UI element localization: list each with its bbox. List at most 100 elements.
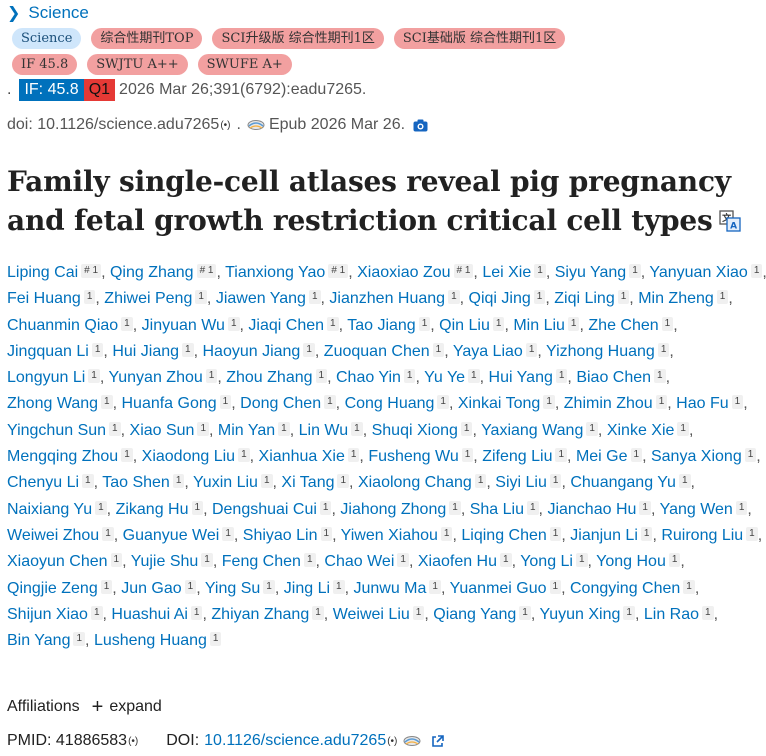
author-name-link[interactable]: Siyu Yang [554,264,627,281]
author-name-link[interactable]: Mengqing Zhou [7,448,119,466]
author-name-link[interactable]: Xianhua Xie [258,448,345,466]
affiliation-ref[interactable]: 1 [333,579,345,594]
author-name-link[interactable]: Lin Rao [643,605,700,623]
author-name-link[interactable]: Lin Wu [298,421,349,439]
author-name-link[interactable]: Yuyun Xing [539,605,621,623]
affiliation-ref[interactable]: 1 [683,579,695,594]
author-name-link[interactable]: Yang Wen [659,500,733,518]
author-name-link[interactable]: Junwu Ma [353,579,427,597]
affiliation-ref[interactable]: 1 [461,448,474,463]
author-name-link[interactable]: Zhimin Zhou [563,395,653,413]
affiliation-ref[interactable]: # 1 [196,264,217,278]
affiliation-ref[interactable]: 1 [347,448,360,463]
author-name-link[interactable]: Xiaoyun Chen [7,553,108,571]
journal-link[interactable]: ❯ Science [7,3,89,23]
affiliation-ref[interactable]: 1 [534,264,546,278]
author-name-link[interactable]: Qiang Yang [433,605,517,623]
affiliation-ref[interactable]: 1 [640,526,653,541]
author-name-link[interactable]: Jinyuan Wu [141,316,225,334]
affiliation-ref[interactable]: 1 [88,369,100,384]
author-name-link[interactable]: Xiaoxiao Zou [357,264,451,281]
affiliation-ref[interactable]: 1 [731,395,744,410]
affiliation-ref[interactable]: 1 [397,553,409,568]
affiliation-ref[interactable]: 1 [678,474,691,489]
affiliation-ref[interactable]: 1 [639,500,651,515]
affiliation-ref[interactable]: 1 [735,500,748,515]
author-name-link[interactable]: Jiaqi Chen [248,316,325,334]
affiliation-ref[interactable]: 1 [655,395,668,410]
affiliation-ref[interactable]: 1 [102,526,114,541]
affiliation-ref[interactable]: 1 [617,290,630,305]
affiliation-ref[interactable]: 1 [567,316,580,331]
author-name-link[interactable]: Jianjun Li [570,526,638,544]
author-name-link[interactable]: Zhiyan Zhang [211,605,310,623]
affiliation-ref[interactable]: 1 [73,632,86,647]
author-name-link[interactable]: Yong Hou [596,553,666,571]
affiliation-ref[interactable]: 1 [219,395,232,410]
camera-icon[interactable] [413,119,428,132]
affiliation-ref[interactable]: 1 [95,500,107,515]
author-name-link[interactable]: Xiao Sun [129,421,195,439]
author-name-link[interactable]: Shiyao Lin [242,526,318,544]
affiliation-ref[interactable]: 1 [525,342,538,357]
affiliation-ref[interactable]: 1 [191,500,204,515]
author-name-link[interactable]: Zhiwei Peng [104,290,193,308]
author-name-link[interactable]: Zhong Wang [7,395,99,413]
affiliation-ref[interactable]: 1 [412,605,425,620]
author-name-link[interactable]: Yujie Shu [130,553,199,571]
affiliation-ref[interactable]: 1 [403,369,416,384]
author-name-link[interactable]: Lusheng Huang [93,632,207,650]
affiliation-ref[interactable]: 1 [440,526,453,541]
author-name-link[interactable]: Yuxin Liu [193,474,258,492]
affiliation-ref[interactable]: 1 [460,421,473,436]
author-name-link[interactable]: Jun Gao [121,579,182,597]
affiliation-ref[interactable]: 1 [586,421,598,436]
author-name-link[interactable]: Jianchao Hu [547,500,637,518]
affiliations-toggle[interactable]: Affiliations + expand [7,696,162,718]
author-name-link[interactable]: Yizhong Huang [545,342,655,360]
affiliation-ref[interactable]: 1 [533,290,546,305]
affiliation-ref[interactable]: 1 [437,395,449,410]
author-name-link[interactable]: Bin Yang [7,632,71,650]
affiliation-ref[interactable]: 1 [319,500,332,515]
affiliation-ref[interactable]: 1 [82,474,94,489]
affiliation-ref[interactable]: 1 [278,421,290,436]
author-name-link[interactable]: Hui Yang [488,369,553,387]
affiliation-ref[interactable]: 1 [110,553,123,568]
affiliation-ref[interactable]: 1 [555,448,568,463]
affiliation-ref[interactable]: 1 [101,395,113,410]
affiliation-ref[interactable]: 1 [324,395,336,410]
author-name-link[interactable]: Sanya Xiong [650,448,742,466]
affiliation-ref[interactable]: 1 [448,290,460,305]
author-name-link[interactable]: Ziqi Ling [554,290,615,308]
author-name-link[interactable]: Tianxiong Yao [225,264,326,281]
author-name-link[interactable]: Fei Huang [7,290,81,308]
affiliation-ref[interactable]: 1 [197,421,210,436]
author-name-link[interactable]: Tao Jiang [347,316,416,334]
author-name-link[interactable]: Min Yan [217,421,276,439]
plus-icon[interactable]: + [91,696,104,718]
affiliation-ref[interactable]: 1 [91,342,104,357]
affiliation-ref[interactable]: 1 [549,579,562,594]
affiliation-ref[interactable]: 1 [337,474,350,489]
affiliation-ref[interactable]: 1 [109,421,121,436]
doi-link[interactable]: 10.1126/science.adu7265 [204,732,387,749]
affiliation-ref[interactable]: 1 [351,421,363,436]
affiliation-ref[interactable]: 1 [549,526,562,541]
affiliation-ref[interactable]: 1 [227,316,240,331]
author-name-link[interactable]: Yiwen Xiahou [340,526,438,544]
affiliation-ref[interactable]: 1 [100,579,113,594]
affiliation-ref[interactable]: 1 [190,605,203,620]
author-name-link[interactable]: Huanfa Gong [121,395,217,413]
author-name-link[interactable]: Shijun Xiao [7,605,88,623]
affiliation-ref[interactable]: 1 [492,316,505,331]
affiliation-ref[interactable]: 1 [474,474,487,489]
author-name-link[interactable]: Qingjie Zeng [7,579,98,597]
author-name-link[interactable]: Yong Li [520,553,573,571]
affiliation-ref[interactable]: 1 [677,421,689,436]
author-name-link[interactable]: Ying Su [204,579,261,597]
affiliation-ref[interactable]: 1 [205,369,218,384]
author-name-link[interactable]: Yuanmei Guo [449,579,547,597]
affiliation-ref[interactable]: 1 [543,395,555,410]
affiliation-ref[interactable]: 1 [83,290,96,305]
